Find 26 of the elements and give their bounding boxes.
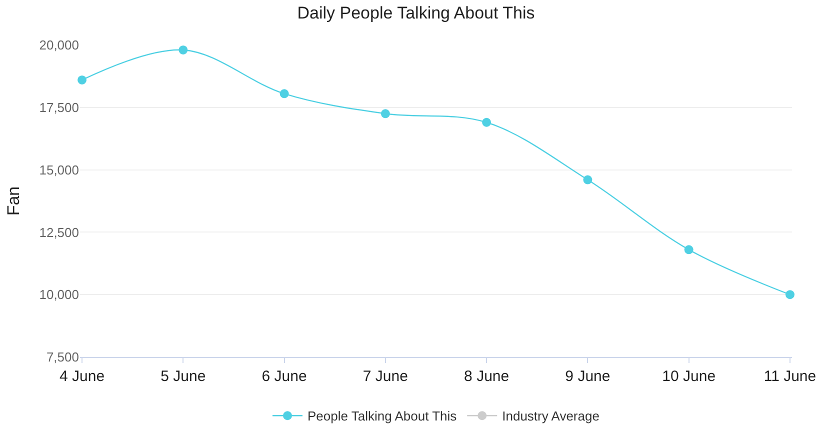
y-tick-label: 20,000: [39, 38, 79, 53]
x-tick-label: 9 June: [565, 368, 610, 385]
point: [785, 290, 794, 300]
point: [684, 245, 694, 254]
y-tick-label: 12,500: [39, 224, 79, 240]
x-tick-label: 11 June: [764, 368, 816, 385]
x-tick-label: 10 June: [662, 368, 716, 385]
y-tick-label: 7,500: [46, 350, 79, 365]
point: [482, 118, 492, 127]
y-tick-label: 17,500: [39, 100, 79, 115]
x-tick-label: 4 June: [59, 368, 105, 385]
point: [280, 89, 289, 98]
point: [178, 45, 188, 54]
legend-label: People Talking About This: [308, 408, 458, 424]
point: [380, 109, 390, 118]
x-tick-label: 6 June: [262, 368, 307, 385]
chart-title: Daily People Talking About This: [297, 4, 535, 23]
point: [78, 75, 87, 84]
y-axis-title: Fan: [4, 186, 23, 216]
y-tick-label: 15,000: [39, 162, 79, 178]
legend-label: Industry Average: [502, 408, 600, 424]
x-tick-label: 7 June: [362, 368, 408, 385]
point: [583, 175, 592, 184]
x-tick-label: 5 June: [160, 368, 206, 385]
y-tick-label: 10,000: [39, 287, 79, 302]
x-tick-label: 8 June: [464, 368, 510, 385]
